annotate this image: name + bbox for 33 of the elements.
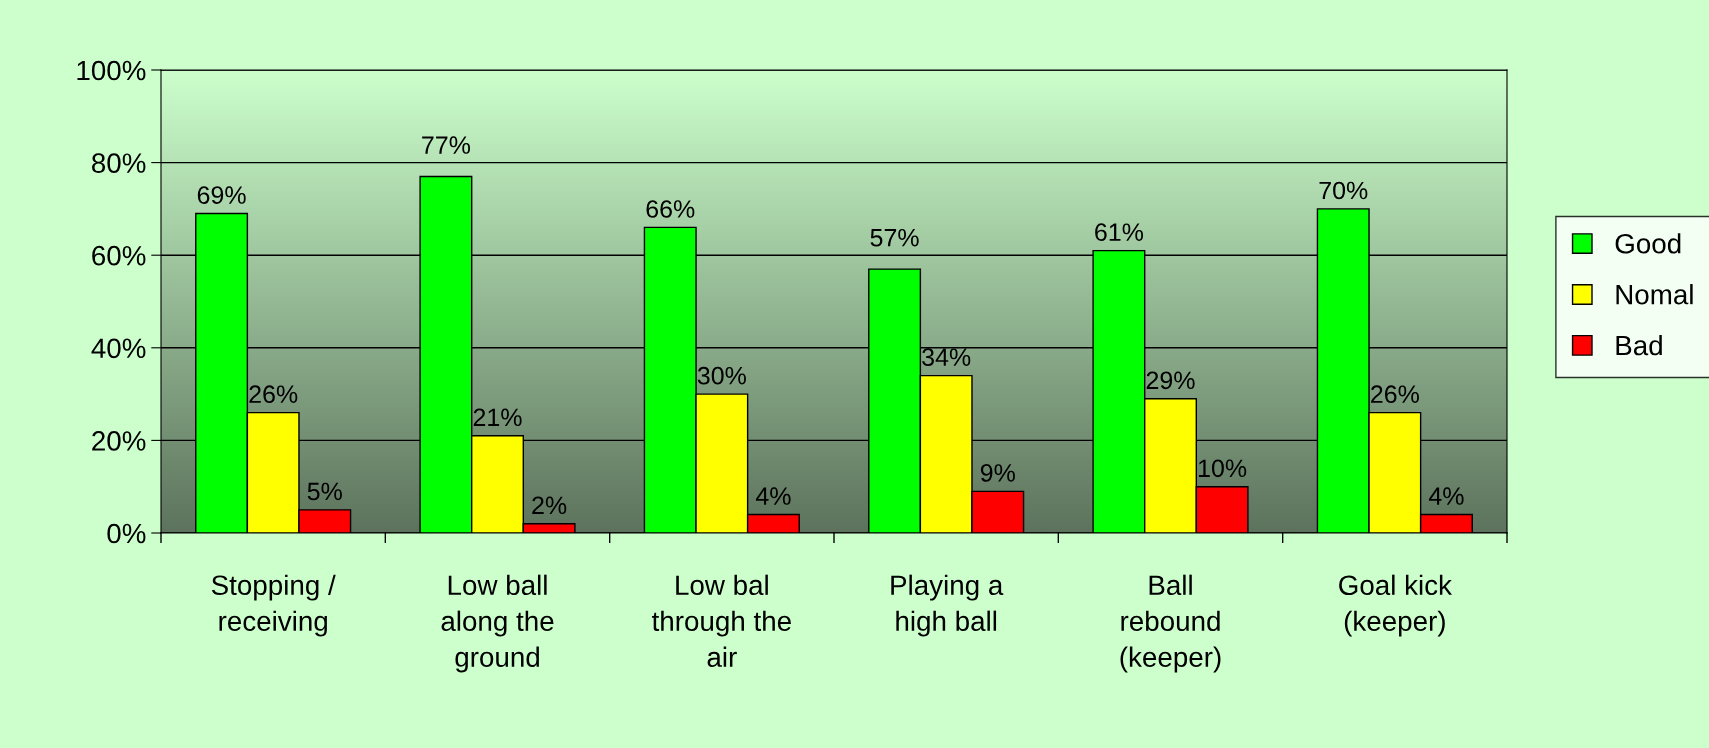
legend-label: Good [1615,233,1681,254]
data-label: 69% [197,186,246,204]
y-tick-label: 0% [107,523,146,544]
y-tick-label: 60% [92,245,146,266]
data-label: 2% [532,496,567,515]
data-label: 10% [1198,459,1247,478]
data-label: 66% [646,200,695,218]
data-label: 5% [307,482,342,501]
data-label: 30% [697,366,746,385]
y-tick-label: 80% [92,153,146,173]
x-tick-label: Playing a high ball [891,574,1004,637]
data-label: 61% [1095,223,1144,241]
data-label: 26% [1371,385,1419,404]
data-label: 21% [473,408,522,427]
data-label: 77% [422,136,471,154]
legend-label: Nomal [1616,284,1693,305]
x-tick-label: Stopping / receiving [211,574,336,637]
x-tick-label: Goal kick (keeper) [1339,574,1452,637]
data-label: 26% [249,385,298,404]
y-tick-label: 20% [92,431,146,451]
x-tick-label: Low ball along the ground [441,574,554,673]
data-label: 4% [1428,487,1464,505]
data-label: 9% [980,464,1015,482]
legend-label: Bad [1616,334,1662,356]
x-tick-label: Low bal through the air [651,574,791,667]
data-label: 70% [1319,181,1368,200]
data-label: 34% [922,348,971,367]
y-tick-label: 100% [77,60,146,81]
data-label: 29% [1146,371,1195,390]
y-tick-label: 40% [91,338,146,359]
data-label: 57% [870,228,919,247]
data-label: 4% [755,487,791,505]
x-tick-label: Ball rebound (keeper) [1120,574,1221,673]
